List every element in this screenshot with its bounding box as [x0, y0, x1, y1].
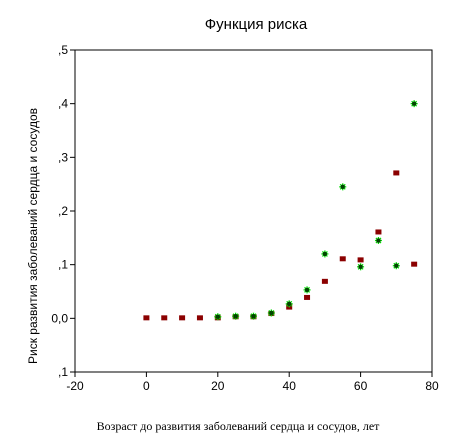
plot-area — [74, 49, 433, 373]
x-tick-label: 60 — [354, 379, 368, 393]
series-1-point — [179, 315, 186, 321]
series-2-point — [392, 262, 400, 270]
y-tick-label: ,3 — [58, 150, 68, 164]
series-2-point — [303, 286, 311, 294]
y-tick-label: ,5 — [58, 43, 68, 57]
series-2-point — [410, 100, 418, 108]
x-axis: -20 0 20 40 60 80 — [66, 372, 439, 393]
series-1-point — [321, 278, 328, 284]
series-2-point — [250, 312, 257, 320]
y-tick-label: ,1 — [58, 258, 68, 272]
y-tick-label: ,2 — [58, 204, 68, 218]
series-1-point — [143, 315, 150, 321]
y-tick-label: ,1 — [58, 365, 68, 379]
series-1-point — [304, 294, 311, 300]
series-2-point — [285, 300, 293, 308]
series-2-point — [321, 250, 329, 258]
x-axis-label: Возраст до развития заболеваний сердца и… — [97, 419, 381, 433]
y-tick-label: 0,0 — [51, 311, 68, 325]
series-1-point — [375, 229, 382, 235]
series-1-point — [357, 257, 364, 263]
series-2-point — [214, 313, 222, 321]
x-tick-label: 20 — [211, 379, 225, 393]
series-2-point — [267, 309, 275, 317]
x-tick-label: 0 — [143, 379, 150, 393]
y-axis-label: Риск развития заболеваний сердца и сосуд… — [26, 108, 40, 364]
series-2-point — [374, 237, 382, 245]
series-2-point — [232, 312, 240, 320]
series-1-point — [196, 315, 203, 321]
series-2-point — [357, 263, 365, 271]
series-1-point — [411, 261, 418, 267]
x-tick-label: 80 — [425, 379, 439, 393]
series-1-point — [339, 256, 346, 262]
plot-frame — [74, 49, 433, 373]
chart-title: Функция риска — [205, 16, 308, 33]
x-tick-label: 40 — [283, 379, 297, 393]
x-tick-label: -20 — [66, 379, 84, 393]
series-1-point — [393, 170, 400, 176]
series-1-point — [161, 315, 168, 321]
data-points — [143, 100, 418, 321]
y-tick-label: ,4 — [58, 97, 68, 111]
series-2-point — [339, 183, 347, 191]
y-axis: ,1 0,0 ,1 ,2 ,3 ,4 ,5 — [51, 43, 75, 379]
